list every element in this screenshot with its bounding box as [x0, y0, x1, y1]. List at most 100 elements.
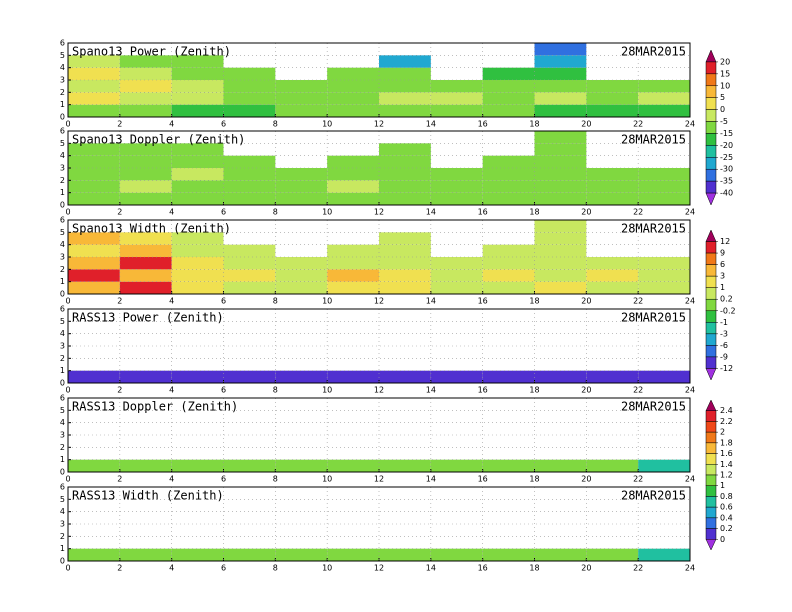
cell	[586, 269, 639, 282]
cell	[534, 232, 587, 245]
x-tick-label: 18	[529, 386, 539, 395]
colorbar-label: 3	[720, 272, 725, 281]
cell	[171, 80, 224, 93]
cell	[534, 220, 587, 233]
cell	[327, 180, 379, 193]
cell	[586, 180, 639, 193]
cell	[171, 168, 224, 181]
x-tick-label: 14	[426, 386, 436, 395]
cell	[223, 168, 276, 181]
y-tick-label: 3	[60, 431, 65, 440]
cell	[119, 281, 172, 294]
colorbar-segment	[705, 85, 717, 98]
colorbar-segment	[705, 168, 717, 182]
cell	[379, 143, 431, 156]
y-tick-label: 4	[60, 63, 65, 72]
cell	[171, 370, 224, 383]
panel-date: 28MAR2015	[621, 222, 686, 236]
cell	[119, 257, 172, 270]
cell	[638, 80, 690, 93]
colorbar-label: 20	[720, 57, 730, 66]
y-tick-label: 3	[60, 342, 65, 351]
x-tick-label: 2	[117, 386, 122, 395]
colorbar-label: 9	[720, 249, 725, 258]
cell	[534, 55, 587, 68]
y-tick-label: 5	[60, 139, 65, 148]
x-tick-label: 18	[529, 297, 539, 306]
colorbar-segment	[705, 345, 717, 358]
x-tick-label: 2	[117, 208, 122, 217]
x-tick-label: 4	[169, 475, 174, 484]
cell	[482, 459, 535, 472]
colorbar-segment	[705, 431, 717, 444]
x-tick-label: 10	[322, 475, 332, 484]
cell	[171, 155, 224, 168]
cell	[534, 80, 587, 93]
y-tick-label: 0	[60, 201, 65, 210]
cell	[482, 80, 535, 93]
colorbar-segment	[705, 61, 717, 75]
colorbar-label: -0.2	[720, 306, 736, 315]
colorbar-label: -15	[720, 129, 733, 138]
x-tick-label: 22	[633, 564, 643, 573]
cell	[482, 281, 535, 294]
y-tick-label: 4	[60, 329, 65, 338]
x-tick-label: 4	[169, 208, 174, 217]
colorbar-label: -20	[720, 141, 733, 150]
x-tick-label: 8	[273, 564, 278, 573]
cell	[482, 244, 535, 257]
cell	[534, 180, 587, 193]
x-tick-label: 24	[685, 208, 695, 217]
cell	[171, 281, 224, 294]
colorbar-arrow	[705, 192, 717, 206]
cell	[482, 269, 535, 282]
cell	[482, 257, 535, 270]
cell	[119, 143, 172, 156]
cell	[119, 67, 172, 80]
cell	[534, 269, 587, 282]
x-tick-label: 12	[374, 120, 384, 129]
x-tick-label: 6	[221, 208, 226, 217]
x-tick-label: 20	[581, 564, 591, 573]
cell	[638, 370, 690, 383]
cell	[586, 80, 639, 93]
cell	[586, 370, 639, 383]
cell	[379, 281, 431, 294]
cell	[534, 104, 587, 117]
x-tick-label: 14	[426, 297, 436, 306]
cell	[379, 67, 431, 80]
x-tick-label: 2	[117, 297, 122, 306]
cell	[638, 548, 690, 561]
y-tick-label: 0	[60, 113, 65, 122]
cell	[327, 370, 379, 383]
cell	[430, 104, 483, 117]
y-tick-label: 5	[60, 317, 65, 326]
colorbar-label: 1.6	[720, 449, 733, 458]
cell	[638, 269, 690, 282]
colorbar-label: -9	[720, 352, 728, 361]
cell	[379, 548, 431, 561]
x-tick-label: 2	[117, 564, 122, 573]
x-tick-label: 14	[426, 120, 436, 129]
x-tick-label: 0	[65, 475, 70, 484]
colorbar-segment	[705, 421, 717, 433]
cell	[534, 370, 587, 383]
x-tick-label: 20	[581, 208, 591, 217]
colorbar-label: 12	[720, 237, 730, 246]
cell	[430, 281, 483, 294]
y-tick-label: 1	[60, 277, 65, 286]
cell	[68, 192, 120, 205]
cell	[482, 192, 535, 205]
x-tick-label: 0	[65, 564, 70, 573]
colorbar-label: -3	[720, 329, 728, 338]
cell	[223, 92, 276, 105]
cell	[68, 257, 120, 270]
panel-date: 28MAR2015	[621, 311, 686, 325]
cell	[638, 459, 690, 472]
y-tick-label: 4	[60, 240, 65, 249]
cell	[379, 370, 431, 383]
cell	[275, 104, 328, 117]
cell	[430, 92, 483, 105]
cell	[119, 548, 172, 561]
